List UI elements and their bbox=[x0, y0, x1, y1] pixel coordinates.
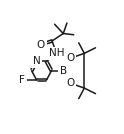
Text: B: B bbox=[60, 66, 67, 76]
Text: O: O bbox=[66, 53, 74, 63]
Text: O: O bbox=[36, 40, 44, 50]
Text: F: F bbox=[19, 75, 25, 85]
Text: NH: NH bbox=[49, 48, 64, 58]
Text: O: O bbox=[66, 78, 74, 88]
Text: N: N bbox=[33, 56, 40, 66]
